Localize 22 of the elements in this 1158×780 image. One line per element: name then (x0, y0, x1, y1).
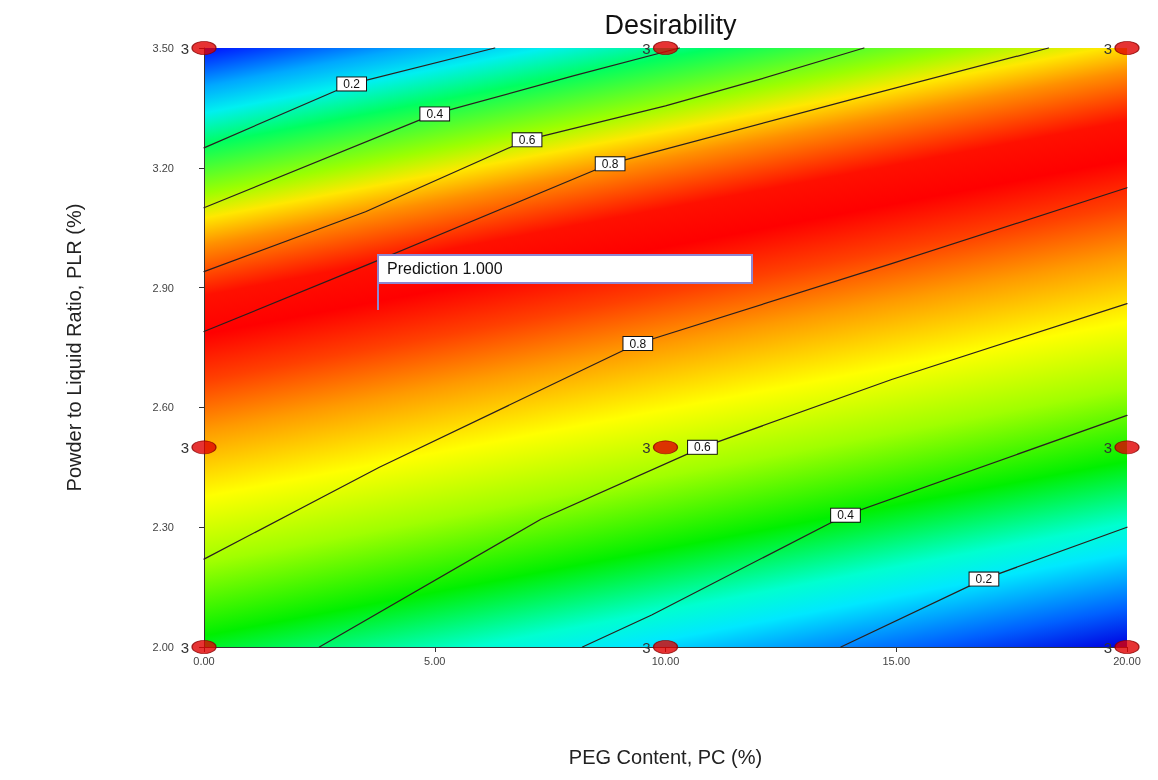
y-tick-label: 3.50 (152, 42, 174, 54)
annotation: 3 (180, 638, 189, 656)
annotation: 3 (180, 438, 189, 456)
y-tick-label: 2.90 (152, 281, 174, 294)
x-axis-title: PEG Content, PC (%) (568, 746, 763, 768)
annotation: 3 (642, 438, 651, 456)
chart-title: Desirability (604, 9, 738, 40)
line-series (203, 187, 1128, 560)
y-tick-label: 3.20 (152, 161, 174, 174)
y-tick-label: 2.00 (152, 641, 174, 653)
x-tick-label: 20.00 (1113, 654, 1141, 667)
x-tick-label: 5.00 (424, 654, 446, 667)
y-axis-title: Powder to Liquid Ratio, PLR (%) (63, 203, 85, 492)
annotation: Prediction 1.000 (387, 260, 503, 278)
x-tick-label: 0.00 (193, 654, 215, 667)
annotation: 3 (180, 39, 189, 57)
y-tick-label: 2.60 (152, 401, 174, 414)
annotation: 3 (1103, 438, 1112, 456)
callout-flag: Prediction 1.000 (377, 254, 753, 310)
x-tick-label: 10.00 (651, 654, 680, 667)
y-tick-label: 2.30 (152, 521, 174, 534)
x-tick-label: 15.00 (882, 654, 911, 667)
